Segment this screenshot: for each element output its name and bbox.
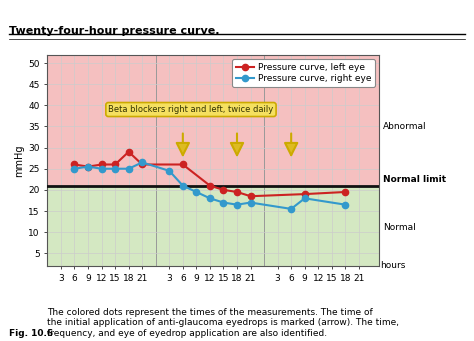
Pressure curve, right eye xyxy=(180,183,186,188)
Pressure curve, right eye xyxy=(166,169,172,173)
Text: Beta blockers right and left, twice daily: Beta blockers right and left, twice dail… xyxy=(109,105,273,114)
Pressure curve, left eye xyxy=(343,190,348,194)
Legend: Pressure curve, left eye, Pressure curve, right eye: Pressure curve, left eye, Pressure curve… xyxy=(232,59,374,87)
Pressure curve, left eye xyxy=(248,194,254,198)
Pressure curve, left eye xyxy=(302,192,308,196)
Pressure curve, left eye xyxy=(220,188,226,192)
Pressure curve, left eye xyxy=(180,162,186,166)
Text: Normal: Normal xyxy=(383,223,416,233)
Pressure curve, right eye xyxy=(99,167,104,171)
Pressure curve, right eye xyxy=(220,201,226,205)
Text: Fig. 10.6: Fig. 10.6 xyxy=(9,329,54,338)
Pressure curve, right eye xyxy=(302,196,308,201)
Pressure curve, left eye xyxy=(126,150,131,154)
Text: hours: hours xyxy=(381,262,406,270)
Pressure curve, right eye xyxy=(288,207,294,211)
Pressure curve, right eye xyxy=(112,167,118,171)
Pressure curve, right eye xyxy=(139,160,145,164)
Text: The colored dots represent the times of the measurements. The time of
the initia: The colored dots represent the times of … xyxy=(47,308,400,338)
Pressure curve, left eye xyxy=(207,183,213,188)
Pressure curve, right eye xyxy=(72,167,77,171)
Pressure curve, left eye xyxy=(72,162,77,166)
Pressure curve, left eye xyxy=(139,162,145,166)
Pressure curve, left eye xyxy=(112,162,118,166)
Pressure curve, right eye xyxy=(85,165,91,169)
Line: Pressure curve, left eye: Pressure curve, left eye xyxy=(72,149,348,199)
Pressure curve, right eye xyxy=(234,203,240,207)
Y-axis label: mmHg: mmHg xyxy=(14,144,24,177)
Pressure curve, right eye xyxy=(126,167,131,171)
Pressure curve, right eye xyxy=(248,201,254,205)
Pressure curve, left eye xyxy=(99,162,104,166)
Pressure curve, left eye xyxy=(234,190,240,194)
Bar xyxy=(47,55,379,186)
Line: Pressure curve, right eye: Pressure curve, right eye xyxy=(72,159,348,212)
Pressure curve, right eye xyxy=(343,203,348,207)
Pressure curve, right eye xyxy=(193,190,199,194)
Pressure curve, right eye xyxy=(207,196,213,201)
Text: Normal limit: Normal limit xyxy=(383,175,447,183)
Pressure curve, left eye xyxy=(85,165,91,169)
Text: Abnormal: Abnormal xyxy=(383,122,427,131)
Text: Twenty-four-hour pressure curve.: Twenty-four-hour pressure curve. xyxy=(9,26,220,36)
Bar xyxy=(47,186,379,266)
